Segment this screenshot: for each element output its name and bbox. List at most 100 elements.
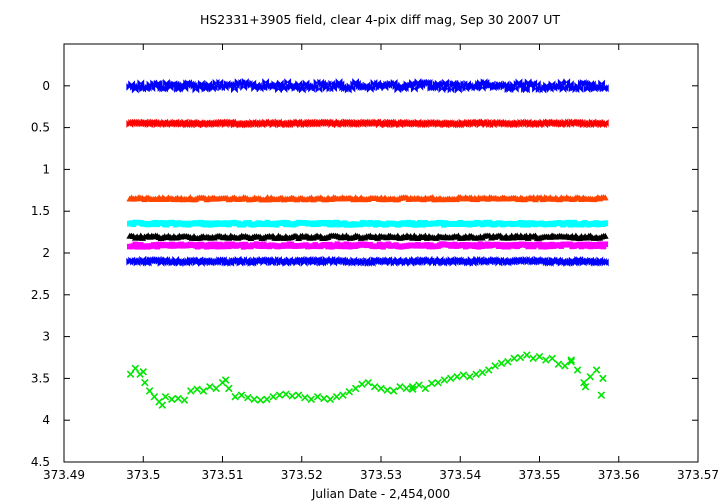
- data-point: [396, 382, 404, 391]
- data-point: [497, 359, 506, 368]
- data-point: [602, 241, 609, 248]
- data-point: [567, 356, 575, 364]
- data-point: [580, 378, 588, 387]
- x-tick-label: 373.49: [43, 468, 85, 482]
- data-point: [351, 384, 360, 393]
- y-tick-label: 1.5: [31, 204, 50, 218]
- series-4: [126, 232, 609, 242]
- data-point: [529, 354, 537, 363]
- data-point: [315, 85, 323, 94]
- plot-frame: [63, 43, 699, 463]
- data-point: [459, 371, 468, 379]
- series-2: [126, 194, 609, 203]
- data-point: [491, 362, 499, 370]
- data-point: [542, 356, 550, 364]
- x-tick-label: 373.57: [677, 468, 719, 482]
- data-point: [358, 380, 366, 389]
- data-point: [339, 391, 347, 399]
- data-point: [168, 395, 176, 404]
- data-point: [187, 387, 195, 395]
- data-point: [597, 391, 606, 399]
- data-point: [269, 393, 277, 401]
- data-point: [440, 376, 449, 384]
- y-tick-label: 4.5: [31, 455, 50, 469]
- x-tick-label: 373.53: [360, 468, 402, 482]
- data-point: [599, 374, 607, 383]
- data-point: [221, 376, 230, 384]
- y-tick-label: 3: [42, 330, 50, 344]
- axis-ticks: 373.49 373.5 373.51 373.52 373.53 373.54 373.5…: [31, 44, 719, 482]
- data-point: [174, 394, 182, 403]
- data-point: [301, 393, 309, 402]
- data-point: [364, 378, 373, 387]
- data-point: [193, 385, 201, 394]
- y-tick-label: 3.5: [31, 371, 50, 385]
- data-point: [244, 393, 252, 402]
- data-point: [434, 378, 442, 387]
- data-point: [141, 378, 149, 387]
- x-axis-label: Julian Date - 2,454,000: [311, 487, 450, 501]
- series-3: [126, 219, 609, 228]
- data-point: [510, 354, 518, 363]
- data-point: [295, 80, 303, 89]
- data-point: [554, 360, 563, 368]
- data-point: [313, 393, 322, 401]
- data-point: [199, 387, 208, 395]
- series-0: [126, 78, 609, 94]
- data-point: [402, 384, 411, 393]
- data-point: [250, 395, 258, 404]
- x-tick-label: 373.55: [519, 468, 561, 482]
- data-point: [415, 381, 423, 389]
- x-tick-label: 373.5: [126, 468, 160, 482]
- data-point: [237, 391, 246, 399]
- data-point: [282, 390, 290, 399]
- data-point: [601, 258, 609, 267]
- data-point: [225, 384, 233, 393]
- data-point: [139, 367, 148, 376]
- x-tick-label: 373.52: [281, 468, 323, 482]
- data-point: [345, 388, 354, 396]
- y-tick-label: 1: [42, 162, 50, 176]
- data-point: [601, 119, 609, 128]
- data-point: [288, 392, 297, 400]
- data-point: [472, 370, 480, 378]
- data-point: [485, 366, 493, 374]
- data-point: [446, 374, 455, 383]
- data-point: [256, 396, 265, 404]
- data-point: [158, 401, 167, 409]
- series-1: [126, 118, 609, 129]
- data-point: [567, 357, 575, 366]
- data-point: [383, 386, 392, 394]
- data-point: [523, 351, 531, 359]
- data-point: [478, 83, 486, 92]
- data-point: [453, 372, 461, 381]
- data-point: [294, 391, 303, 399]
- data-point: [561, 362, 569, 370]
- data-point: [465, 372, 474, 381]
- data-point: [427, 379, 436, 388]
- data-point: [212, 384, 220, 393]
- data-point: [535, 352, 544, 361]
- data-point: [602, 220, 609, 226]
- data-point: [573, 366, 582, 374]
- data-point: [389, 387, 398, 395]
- data-point: [601, 84, 609, 93]
- data-point: [370, 382, 379, 391]
- data-point: [421, 384, 430, 393]
- data-point: [263, 395, 271, 404]
- data-point: [275, 391, 284, 399]
- series-6: [126, 255, 609, 267]
- data-point: [180, 396, 189, 404]
- data-point: [601, 232, 609, 239]
- data-point: [478, 368, 487, 377]
- data-point: [447, 85, 455, 94]
- chart-title: HS2331+3905 field, clear 4-pix diff mag,…: [200, 12, 560, 27]
- x-tick-label: 373.54: [439, 468, 481, 482]
- data-point: [284, 78, 292, 87]
- series-7: [126, 351, 607, 409]
- data-point: [377, 384, 385, 393]
- data-point: [516, 353, 525, 362]
- y-tick-label: 0.5: [31, 121, 50, 135]
- data-point: [598, 79, 606, 88]
